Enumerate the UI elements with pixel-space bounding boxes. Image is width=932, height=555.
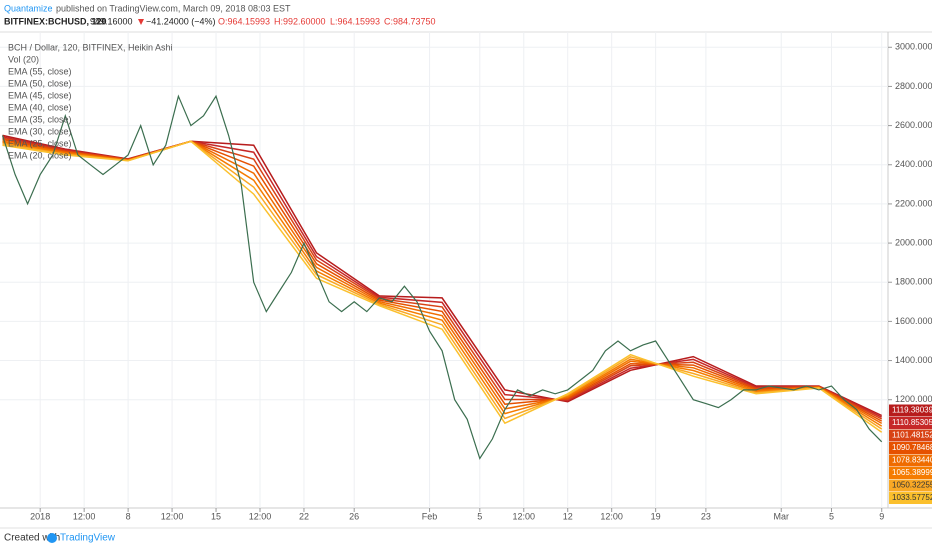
x-tick-label: 26 <box>349 511 359 521</box>
legend-entry: EMA (25, close) <box>8 138 72 148</box>
legend-entry: EMA (40, close) <box>8 102 72 112</box>
last-value-label: 1065.38999 <box>892 468 932 477</box>
x-tick-label: 23 <box>701 511 711 521</box>
x-tick-label: 2018 <box>30 511 50 521</box>
plot: 1200.00000 1400.00000 1600.00000 1800.00000… <box>0 32 932 521</box>
close: C:984.73750 <box>384 16 436 26</box>
y-tick-label: 3000.00000 <box>895 42 932 52</box>
x-tick-label: 5 <box>477 511 482 521</box>
volume-label: Vol (20) <box>8 54 39 64</box>
x-tick-label: 12:00 <box>249 511 272 521</box>
legend-entry: EMA (30, close) <box>8 126 72 136</box>
x-tick-label: 12:00 <box>161 511 184 521</box>
change: −41.24000 (−4%) <box>146 16 216 26</box>
legend-entry: EMA (45, close) <box>8 90 72 100</box>
legend-entry: EMA (50, close) <box>8 78 72 88</box>
footer-brand[interactable]: TradingView <box>60 533 116 544</box>
price-line <box>1 94 883 460</box>
x-tick-label: 12:00 <box>512 511 535 521</box>
y-tick-label: 1400.00000 <box>895 355 932 365</box>
x-tick-label: Mar <box>773 511 789 521</box>
last-value-label: 1090.78468 <box>892 443 932 452</box>
symbol: BITFINEX:BCHUSD, 120 <box>4 16 107 26</box>
x-tick-label: 22 <box>299 511 309 521</box>
legend-entry: EMA (35, close) <box>8 114 72 124</box>
y-tick-label: 1600.00000 <box>895 316 932 326</box>
x-tick-label: 12:00 <box>73 511 96 521</box>
x-tick-label: 8 <box>126 511 131 521</box>
ema-line <box>2 140 883 433</box>
last-value-label: 1050.32255 <box>892 481 932 490</box>
last-value-label: 1110.85305 <box>892 418 932 427</box>
header-author[interactable]: Quantamize <box>4 3 53 13</box>
x-tick-label: 12:00 <box>600 511 623 521</box>
header-published: published on TradingView.com, March 09, … <box>56 3 291 13</box>
last-value-box <box>889 404 932 417</box>
last-value-label: 1078.83440 <box>892 456 932 465</box>
last-value-box <box>889 429 932 442</box>
last-value-box <box>889 479 932 492</box>
last-value-box <box>889 417 932 430</box>
y-tick-label: 2600.00000 <box>895 120 932 130</box>
x-tick-label: 9 <box>879 511 884 521</box>
last-value-box <box>889 467 932 480</box>
y-tick-label: 1200.00000 <box>895 394 932 404</box>
open: O:964.15993 <box>218 16 270 26</box>
y-tick-label: 2400.00000 <box>895 159 932 169</box>
legend-entry: EMA (55, close) <box>8 66 72 76</box>
last-value-box <box>889 454 932 467</box>
low: L:964.15993 <box>330 16 380 26</box>
x-tick-label: 5 <box>829 511 834 521</box>
high: H:992.60000 <box>274 16 326 26</box>
last-value-label: 1119.38039 <box>892 406 932 415</box>
x-tick-label: 12 <box>563 511 573 521</box>
x-tick-label: 19 <box>651 511 661 521</box>
last-value-box <box>889 442 932 455</box>
chart-title: BCH / Dollar, 120, BITFINEX, Heikin Ashi <box>8 42 173 52</box>
y-tick-label: 2200.00000 <box>895 198 932 208</box>
last-value-box <box>889 492 932 505</box>
price: 989.16000 <box>90 16 133 26</box>
tv-logo <box>47 533 57 543</box>
x-tick-label: Feb <box>422 511 438 521</box>
legend-entry: EMA (20, close) <box>8 150 72 160</box>
y-tick-label: 2000.00000 <box>895 237 932 247</box>
y-tick-label: 2800.00000 <box>895 81 932 91</box>
x-tick-label: 15 <box>211 511 221 521</box>
last-value-label: 1033.57752 <box>892 493 932 502</box>
last-value-label: 1101.48152 <box>892 431 932 440</box>
y-tick-label: 1800.00000 <box>895 277 932 287</box>
down-arrow <box>138 19 144 25</box>
footer-created: Created with <box>4 533 60 544</box>
